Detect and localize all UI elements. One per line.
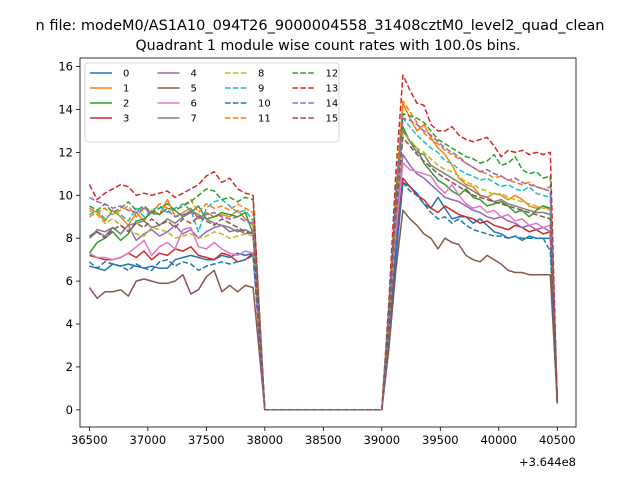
legend-label-6: 6 bbox=[191, 99, 197, 110]
series-line-8 bbox=[89, 132, 559, 411]
legend-label-12: 12 bbox=[326, 69, 339, 80]
series-line-9 bbox=[89, 117, 559, 411]
legend-label-14: 14 bbox=[326, 99, 339, 110]
series-line-10 bbox=[88, 181, 559, 411]
x-offset-label: +3.644e8 bbox=[519, 455, 576, 469]
x-tick-label: 37000 bbox=[130, 433, 167, 447]
legend-label-9: 9 bbox=[258, 84, 264, 95]
legend-label-4: 4 bbox=[191, 69, 197, 80]
legend-label-13: 13 bbox=[326, 84, 339, 95]
x-tick-label: 38500 bbox=[305, 433, 342, 447]
figure-suptitle: n file: modeM0/AS1A10_094T26_9000004558_… bbox=[35, 18, 605, 34]
y-tick-label: 14 bbox=[58, 102, 73, 116]
legend-label-2: 2 bbox=[123, 99, 129, 110]
y-tick-label: 0 bbox=[66, 403, 73, 417]
y-tick-label: 12 bbox=[58, 145, 73, 159]
y-tick-label: 16 bbox=[58, 60, 73, 74]
series-line-13 bbox=[88, 74, 559, 411]
legend-label-1: 1 bbox=[123, 84, 129, 95]
legend-label-0: 0 bbox=[123, 69, 129, 80]
y-tick-label: 6 bbox=[66, 274, 73, 288]
legend-label-15: 15 bbox=[326, 114, 339, 125]
x-tick-label: 39500 bbox=[422, 433, 459, 447]
x-tick-label: 40500 bbox=[539, 433, 576, 447]
x-tick-label: 40000 bbox=[480, 433, 517, 447]
series-line-15 bbox=[89, 136, 559, 411]
chart-title: Quadrant 1 module wise count rates with … bbox=[135, 38, 520, 54]
x-tick-label: 37500 bbox=[188, 433, 225, 447]
legend-label-5: 5 bbox=[191, 84, 197, 95]
series-line-1 bbox=[89, 102, 559, 411]
y-tick-label: 10 bbox=[58, 188, 73, 202]
plot-frame bbox=[79, 57, 577, 428]
x-tick-label: 38000 bbox=[247, 433, 284, 447]
legend-label-3: 3 bbox=[123, 114, 129, 125]
y-tick-label: 8 bbox=[66, 231, 73, 245]
series-line-14 bbox=[89, 117, 559, 411]
series-line-7 bbox=[88, 130, 559, 411]
legend-label-7: 7 bbox=[191, 114, 197, 125]
legend-label-11: 11 bbox=[258, 114, 271, 125]
legend-label-8: 8 bbox=[258, 69, 264, 80]
x-tick-label: 36500 bbox=[71, 433, 108, 447]
x-tick-label: 39000 bbox=[364, 433, 401, 447]
legend-label-10: 10 bbox=[258, 99, 271, 110]
series-line-5 bbox=[88, 209, 559, 411]
series-lines bbox=[88, 74, 559, 411]
legend-box bbox=[84, 62, 340, 143]
y-tick-label: 4 bbox=[66, 317, 73, 331]
axes: 36500 37000 37500 38000 38500 39000 39500 40000… bbox=[58, 57, 577, 447]
y-tick-label: 2 bbox=[66, 360, 73, 374]
